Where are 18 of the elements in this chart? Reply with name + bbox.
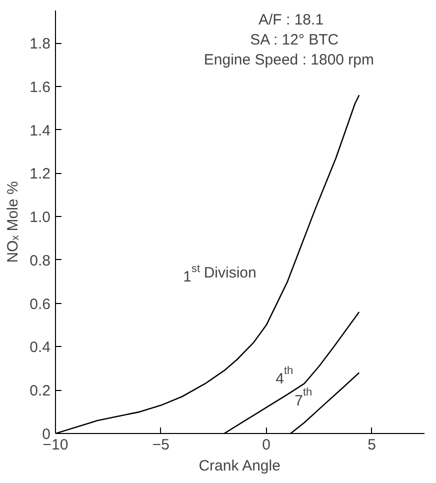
y-tick-label: 0: [42, 426, 50, 443]
y-axis-title: NOₓ Mole %: [4, 181, 22, 263]
annotation: A/F : 18.1: [258, 12, 324, 28]
x-tick-label: 5: [368, 436, 376, 454]
y-tick-label: 1.8: [30, 36, 51, 53]
y-tick-label: 0.2: [30, 382, 51, 400]
y-tick-label: 0.6: [30, 296, 51, 313]
y-tick-label: 1.4: [30, 122, 51, 140]
y-tick-label: 1.0: [30, 209, 51, 226]
y-tick-label: 1.2: [30, 166, 51, 183]
annotation: SA : 12° BTC: [250, 32, 339, 48]
x-tick-label: −5: [152, 436, 170, 454]
x-tick-label: 0: [262, 436, 271, 454]
y-tick-label: 1.6: [30, 78, 51, 96]
y-tick-label: 0.8: [30, 252, 51, 270]
annotation: Engine Speed : 1800 rpm: [204, 52, 374, 68]
x-axis-title: Crank Angle: [198, 458, 280, 474]
y-tick-label: 0.4: [30, 339, 51, 356]
